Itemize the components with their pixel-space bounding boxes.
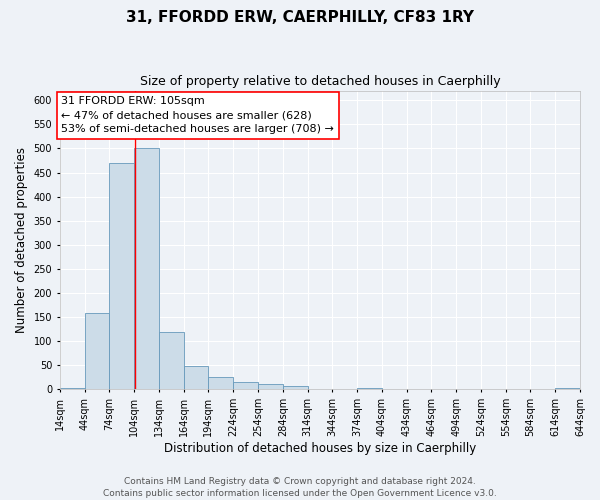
Text: 31 FFORDD ERW: 105sqm
← 47% of detached houses are smaller (628)
53% of semi-det: 31 FFORDD ERW: 105sqm ← 47% of detached … [61, 96, 334, 134]
Bar [60, 388, 85, 390]
Bar [85, 314, 109, 390]
Text: 31, FFORDD ERW, CAERPHILLY, CF83 1RY: 31, FFORDD ERW, CAERPHILLY, CF83 1RY [126, 10, 474, 25]
Bar [258, 384, 283, 390]
Text: Contains HM Land Registry data © Crown copyright and database right 2024.
Contai: Contains HM Land Registry data © Crown c… [103, 476, 497, 498]
X-axis label: Distribution of detached houses by size in Caerphilly: Distribution of detached houses by size … [164, 442, 476, 455]
Bar [233, 382, 258, 390]
Bar [555, 388, 580, 390]
Bar [184, 366, 208, 390]
Bar [109, 163, 134, 390]
Bar [208, 378, 233, 390]
Title: Size of property relative to detached houses in Caerphilly: Size of property relative to detached ho… [140, 75, 500, 88]
Bar [134, 148, 159, 390]
Bar [159, 332, 184, 390]
Bar [283, 386, 308, 390]
Bar [357, 388, 382, 390]
Y-axis label: Number of detached properties: Number of detached properties [15, 147, 28, 333]
